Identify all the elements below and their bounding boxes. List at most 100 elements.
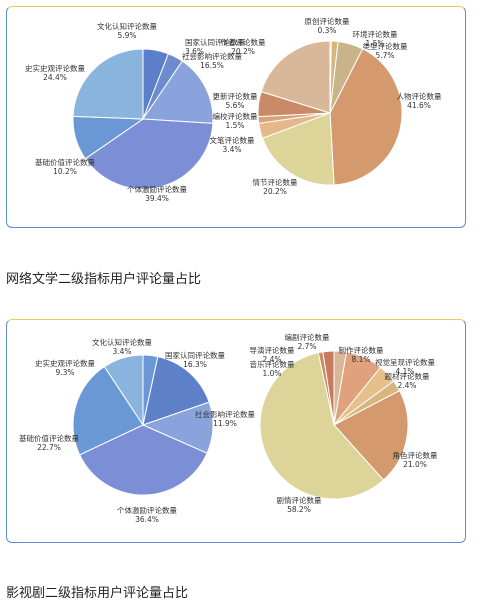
pie-slice-个体激励评论数量: [84, 118, 214, 190]
slice-label-value: 3.4%: [222, 145, 241, 154]
slice-label-name: 角色评论数量: [393, 450, 438, 460]
slice-label-name: 基础价值评论数量: [19, 433, 79, 443]
slice-label: 情节评论数量 20.2%: [253, 177, 298, 196]
slice-label-name: 编剧评论数量: [285, 332, 330, 342]
slice-label-value: 5.9%: [117, 31, 136, 40]
slice-label: 文笔评论数量 3.4%: [210, 135, 255, 154]
slice-label: 音乐评论数量 1.0%: [250, 359, 295, 378]
slice-label-value: 1.0%: [262, 369, 281, 378]
slice-label: 社会影响评论数量 11.9%: [195, 409, 255, 428]
pie-slice-角色评论数量: [333, 389, 409, 481]
slice-label-name: 音乐评论数量: [250, 359, 295, 369]
slice-label: 文化认知评论数量 3.4%: [92, 337, 152, 356]
slice-label-name: 基础价值评论数量: [35, 157, 95, 167]
slice-label-name: 制作评论数量: [339, 345, 384, 355]
pie-slice-剧情评论数量: [259, 352, 385, 500]
slice-label: 社会影响评论数量 16.5%: [182, 51, 242, 70]
slice-label: 环境评论数量 1.5%: [353, 29, 398, 48]
slice-label-name: 编校评论数量: [213, 111, 258, 121]
slice-label-name: 个体激励评论数量: [127, 184, 187, 194]
pie-charts-film-tv: 文化认知评论数量 3.4% 国家认同评论数量 16.3% 社会影响评论数量 11.9% 个体…: [19, 332, 438, 524]
caption-film-tv: 影视剧二级指标用户评论量占比: [6, 586, 189, 601]
slice-label: 导演评论数量 2.4%: [250, 345, 295, 364]
slice-label-value: 5.6%: [225, 101, 244, 110]
slice-label-name: 史实史观评论数量: [25, 63, 85, 73]
slice-label: 个体激励评论数量 39.4%: [127, 184, 187, 203]
slice-label-value: 2.7%: [297, 342, 316, 351]
pie-slice-作者评论数量: [260, 40, 331, 114]
slice-label-name: 剧情评论数量: [277, 495, 322, 505]
slice-label: 史实史观评论数量 24.4%: [25, 63, 85, 82]
slice-label-name: 题材评论数量: [385, 371, 430, 381]
slice-label-value: 10.2%: [53, 167, 77, 176]
slice-label-value: 9.3%: [55, 368, 74, 377]
slice-label-value: 4.1%: [395, 367, 414, 376]
slice-label-name: 情节评论数量: [253, 177, 298, 187]
pie-slice-个体激励评论数量: [78, 424, 208, 496]
slice-label: 人物评论数量 41.6%: [397, 91, 442, 110]
pie-slice-人物评论数量: [329, 48, 403, 186]
slice-label-name: 社会影响评论数量: [195, 409, 255, 419]
slice-label: 原创评论数量 0.3%: [305, 16, 350, 35]
slice-label-name: 类型评论数量: [363, 41, 408, 51]
pie-slice-情节评论数量: [261, 112, 335, 186]
slice-label-name: 人物评论数量: [397, 91, 442, 101]
slice-label-name: 导演评论数量: [250, 345, 295, 355]
slice-label: 制作评论数量 8.1%: [339, 345, 384, 364]
slice-label-value: 24.4%: [43, 73, 67, 82]
slice-label: 角色评论数量 21.0%: [393, 450, 438, 469]
slice-label-value: 1.5%: [225, 121, 244, 130]
slice-label-name: 个体激励评论数量: [117, 505, 177, 515]
slice-label-value: 58.2%: [287, 505, 311, 514]
pie-slice-导演评论数量: [322, 350, 335, 426]
slice-label-name: 文化认知评论数量: [92, 337, 152, 347]
chart-panel-film-tv: 文化认知评论数量 3.4% 国家认同评论数量 16.3% 社会影响评论数量 11.9% 个体…: [6, 319, 466, 543]
slice-label: 基础价值评论数量 10.2%: [35, 157, 95, 176]
slice-label-name: 原创评论数量: [305, 16, 350, 26]
pie-charts-web-literature: 文化认知评论数量 5.9% 国家认同评论数量 3.6%社会影响评论数量 16.5% 个体激…: [25, 16, 442, 203]
slice-label-value: 2.4%: [397, 381, 416, 390]
slice-label-name: 国家认同评论数量: [185, 37, 245, 47]
slice-label: 基础价值评论数量 22.7%: [19, 433, 79, 452]
slice-label: 视觉呈现评论数量 4.1%: [375, 357, 435, 376]
pie-slice-基础价值评论数量: [72, 365, 144, 456]
slice-label: 个体激励评论数量 36.4%: [117, 505, 177, 524]
slice-label-value: 5.7%: [375, 51, 394, 60]
slice-label-value: 16.5%: [200, 61, 224, 70]
slice-label-name: 国家认同评论数量: [165, 350, 225, 360]
slice-label: 作者评论数量 20.2%: [221, 37, 266, 56]
slice-label-value: 3.6%: [185, 47, 204, 56]
slice-label-value: 3.4%: [112, 347, 131, 356]
slice-label-value: 20.2%: [263, 187, 287, 196]
slice-label: 更新评论数量 5.6%: [213, 91, 258, 110]
slice-label-value: 20.2%: [231, 47, 255, 56]
slice-label-value: 39.4%: [145, 194, 169, 203]
slice-label-name: 文化认知评论数量: [97, 21, 157, 31]
slice-label: 史实史观评论数量 9.3%: [35, 358, 95, 377]
slice-label-value: 22.7%: [37, 443, 61, 452]
slice-label: 题材评论数量 2.4%: [385, 371, 430, 390]
slice-label-value: 36.4%: [135, 515, 159, 524]
slice-label-value: 11.9%: [213, 419, 237, 428]
slice-label-value: 2.4%: [262, 355, 281, 364]
pie-slice-史实史观评论数量: [72, 48, 144, 120]
slice-label-name: 更新评论数量: [213, 91, 258, 101]
slice-label-value: 21.0%: [403, 460, 427, 469]
slice-label: 类型评论数量 5.7%: [363, 41, 408, 60]
slice-label: 国家认同评论数量 16.3%: [165, 350, 225, 369]
slice-label: 文化认知评论数量 5.9%: [97, 21, 157, 40]
slice-label: 国家认同评论数量 3.6%: [185, 37, 245, 56]
slice-label-value: 16.3%: [183, 360, 207, 369]
slice-label-value: 0.3%: [317, 26, 336, 35]
pie-slice-社会影响评论数量: [142, 60, 214, 124]
slice-label: 剧情评论数量 58.2%: [277, 495, 322, 514]
chart-panel-web-literature: 文化认知评论数量 5.9% 国家认同评论数量 3.6% 社会影响评论数量 16.5% 个体激…: [6, 6, 466, 228]
slice-label-name: 史实史观评论数量: [35, 358, 95, 368]
slice-label-name: 环境评论数量: [353, 29, 398, 39]
slice-label-name: 文笔评论数量: [210, 135, 255, 145]
slice-label: 编校评论数量 1.5%: [213, 111, 258, 130]
slice-label-value: 8.1%: [351, 355, 370, 364]
slice-label: 编剧评论数量 2.7%: [285, 332, 330, 351]
slice-label-name: 视觉呈现评论数量: [375, 357, 435, 367]
slice-label-value: 41.6%: [407, 101, 431, 110]
